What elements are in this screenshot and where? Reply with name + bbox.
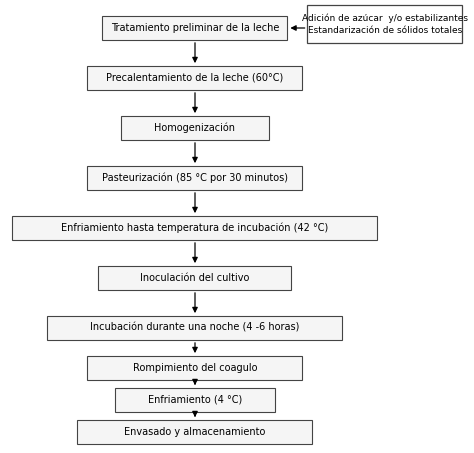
FancyBboxPatch shape: [47, 316, 343, 340]
Text: Pasteurización (85 °C por 30 minutos): Pasteurización (85 °C por 30 minutos): [102, 173, 288, 183]
Text: Inoculación del cultivo: Inoculación del cultivo: [140, 273, 250, 283]
FancyBboxPatch shape: [115, 388, 275, 412]
Text: Adición de azúcar  y/o estabilizantes
Estandarización de sólidos totales: Adición de azúcar y/o estabilizantes Est…: [302, 13, 468, 34]
Text: Enfriamiento hasta temperatura de incubación (42 °C): Enfriamiento hasta temperatura de incuba…: [61, 223, 328, 233]
FancyBboxPatch shape: [78, 420, 312, 444]
Text: Precalentamiento de la leche (60°C): Precalentamiento de la leche (60°C): [106, 73, 283, 83]
FancyBboxPatch shape: [88, 356, 302, 380]
Text: Tratamiento preliminar de la leche: Tratamiento preliminar de la leche: [111, 23, 279, 33]
Text: Envasado y almacenamiento: Envasado y almacenamiento: [124, 427, 266, 437]
Text: Enfriamiento (4 °C): Enfriamiento (4 °C): [148, 395, 242, 405]
FancyBboxPatch shape: [102, 16, 288, 40]
FancyBboxPatch shape: [88, 166, 302, 190]
FancyBboxPatch shape: [88, 66, 302, 90]
Text: Incubación durante una noche (4 -6 horas): Incubación durante una noche (4 -6 horas…: [91, 323, 300, 333]
Text: Homogenización: Homogenización: [155, 123, 236, 133]
FancyBboxPatch shape: [99, 266, 292, 290]
FancyBboxPatch shape: [308, 5, 463, 43]
FancyBboxPatch shape: [121, 116, 269, 140]
FancyBboxPatch shape: [12, 216, 377, 240]
Text: Rompimiento del coagulo: Rompimiento del coagulo: [133, 363, 257, 373]
